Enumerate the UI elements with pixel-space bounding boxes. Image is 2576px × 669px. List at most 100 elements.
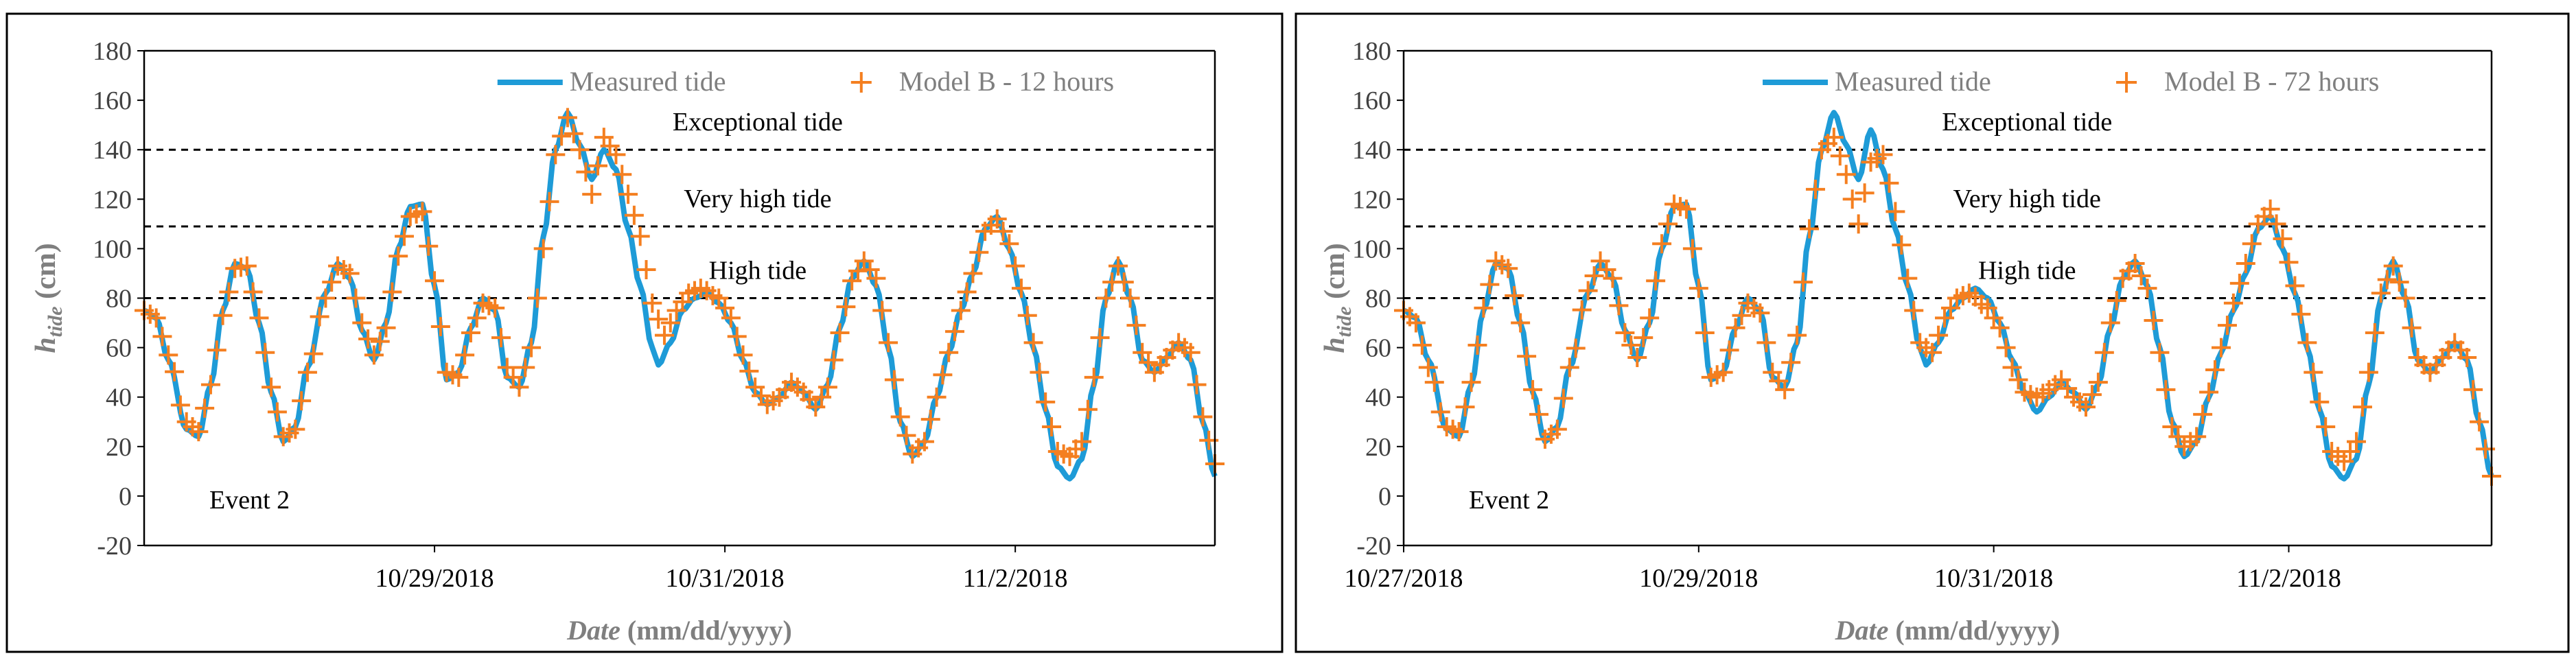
x-tick-label: 10/27/2018 [1344, 564, 1463, 593]
model-point [2279, 253, 2299, 272]
model-point [2358, 362, 2378, 382]
model-point [2377, 270, 2397, 290]
model-point [884, 370, 904, 390]
model-point [624, 205, 644, 225]
model-point [2144, 310, 2163, 330]
model-point [2242, 234, 2262, 254]
y-tick-label: 180 [1352, 37, 1391, 66]
model-point [2187, 427, 2207, 447]
y-tick-label: -20 [97, 532, 132, 561]
y-tick-label: 140 [93, 136, 132, 165]
model-point [1430, 402, 1450, 422]
model-point [927, 387, 947, 407]
model-point [1781, 353, 1801, 373]
x-axis-title-italic: Date [1835, 615, 1896, 646]
model-point [945, 322, 965, 342]
model-point [219, 282, 239, 302]
model-point [1879, 173, 1899, 193]
model-point [539, 191, 559, 211]
model-point [715, 298, 735, 318]
y-tick-label: 140 [1352, 136, 1391, 165]
model-point [1603, 268, 1623, 288]
model-point [546, 145, 566, 165]
model-point [660, 313, 680, 333]
y-tick-label: 120 [1352, 185, 1391, 214]
model-point [491, 328, 511, 348]
model-point [999, 234, 1019, 254]
x-tick-label: 10/29/2018 [1639, 564, 1758, 593]
model-point [1940, 298, 1960, 318]
model-point [467, 308, 487, 328]
model-point [2285, 276, 2305, 296]
model-point [1017, 305, 1037, 325]
model-point [322, 272, 342, 292]
model-point [189, 422, 209, 442]
model-point [364, 345, 384, 365]
model-point [2217, 316, 2237, 336]
model-point [1732, 305, 1752, 325]
model-point [1578, 281, 1598, 301]
model-point [2107, 291, 2126, 311]
model-point [1181, 342, 1200, 362]
model-point [1559, 357, 1579, 377]
model-point [1455, 397, 1475, 417]
model-point [2457, 348, 2477, 368]
model-point [1658, 214, 1678, 234]
model-point [951, 301, 971, 320]
model-point [461, 322, 480, 342]
y-axis-title-unit: (cm) [1319, 243, 1351, 306]
model-point [733, 345, 753, 365]
model-point [170, 395, 190, 415]
threshold-label: Very high tide [684, 185, 831, 213]
model-point [1713, 362, 1733, 382]
model-point [1120, 288, 1140, 308]
model-point [830, 322, 850, 342]
model-point [582, 185, 602, 204]
model-point [890, 407, 910, 427]
model-point [2137, 279, 2157, 298]
model-point [1078, 399, 1098, 419]
model-point [1695, 322, 1715, 342]
model-point [2199, 382, 2219, 402]
model-point [739, 361, 759, 381]
model-point [449, 367, 469, 387]
model-point [316, 288, 336, 308]
legend-model-swatch [2116, 72, 2137, 93]
model-point [1805, 179, 1825, 199]
model-point [413, 202, 432, 222]
model-point [2229, 273, 2249, 293]
model-point [370, 331, 390, 351]
model-point [497, 357, 517, 377]
model-point [1553, 388, 1573, 408]
chart-frame [5, 12, 1284, 653]
legend-measured-label: Measured tide [570, 66, 726, 97]
model-point [963, 263, 983, 283]
model-point [2125, 254, 2145, 274]
model-point [1787, 325, 1807, 345]
model-point [1133, 342, 1152, 362]
model-point [2346, 432, 2366, 451]
model-point [993, 222, 1013, 242]
model-point [2260, 199, 2280, 219]
model-point [1634, 328, 1653, 348]
model-point [721, 308, 741, 328]
y-tick-label: -20 [1356, 532, 1391, 561]
model-point [340, 263, 360, 283]
model-point [957, 282, 977, 302]
x-axis-title: Date (mm/dd/yyyy) [566, 615, 792, 646]
x-axis-title: Date (mm/dd/yyyy) [1835, 615, 2061, 646]
model-point [1193, 407, 1213, 427]
model-point [200, 375, 220, 395]
model-point [2076, 397, 2096, 417]
model-point [1511, 313, 1531, 333]
model-point [1990, 318, 2010, 338]
threshold-label: Exceptional tide [673, 108, 843, 137]
model-point [2168, 427, 2188, 447]
model-point [213, 305, 233, 325]
model-point [2310, 392, 2330, 412]
chart-model-b-12-hours: -20 0 20 40 60 80 100 120 140 160 180 10/29/2018 10/… [5, 12, 1284, 653]
model-point [2365, 322, 2384, 342]
model-point [1977, 298, 1997, 318]
